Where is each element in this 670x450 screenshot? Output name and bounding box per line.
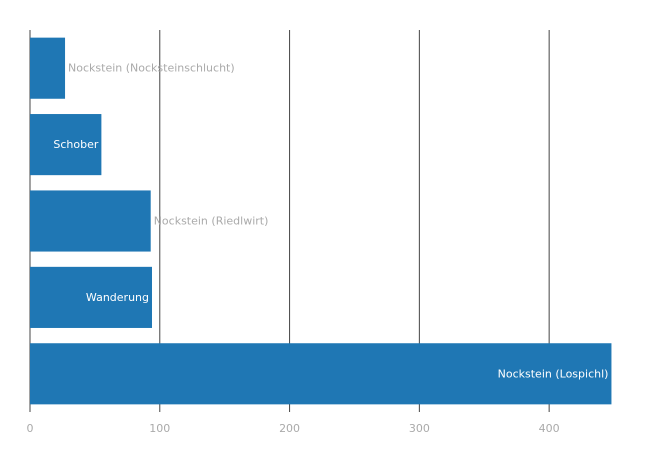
bar-label-1: Schober bbox=[53, 138, 98, 151]
x-tick-label-100: 100 bbox=[149, 422, 170, 435]
bar-label-2: Nockstein (Riedlwirt) bbox=[154, 215, 269, 228]
bar-2 bbox=[30, 190, 151, 252]
label-layer: Nockstein (Nocksteinschlucht) Schober Nock… bbox=[53, 62, 608, 381]
bar-label-3: Wanderung bbox=[86, 291, 149, 304]
x-tick-label-0: 0 bbox=[27, 422, 34, 435]
x-tick-label-300: 300 bbox=[409, 422, 430, 435]
bar-4 bbox=[30, 343, 612, 405]
bar-layer bbox=[30, 37, 612, 405]
bar-1 bbox=[30, 114, 102, 176]
x-tick-label-200: 200 bbox=[279, 422, 300, 435]
x-axis-ticks: 0 100 200 300 400 bbox=[27, 422, 560, 435]
bar-3 bbox=[30, 266, 152, 328]
bar-label-4: Nockstein (Lospichl) bbox=[498, 367, 609, 380]
x-tick-label-400: 400 bbox=[539, 422, 560, 435]
bar-label-0: Nockstein (Nocksteinschlucht) bbox=[68, 62, 235, 75]
bar-0 bbox=[30, 37, 66, 99]
